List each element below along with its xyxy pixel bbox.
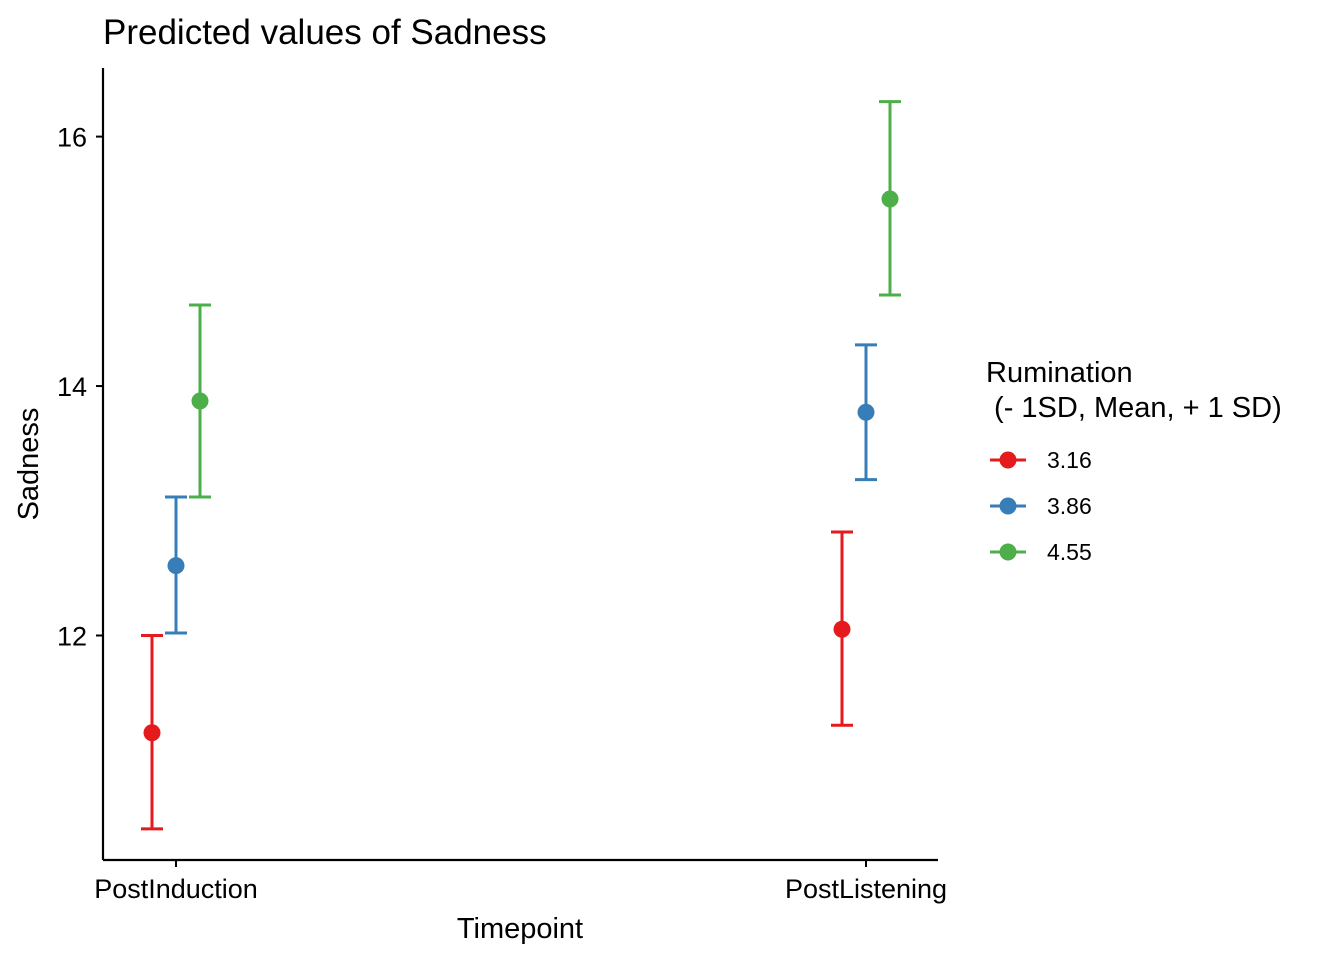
series-4.55 xyxy=(189,100,901,499)
data-point xyxy=(857,403,875,421)
legend-item-3.86: 3.86 xyxy=(990,493,1092,519)
y-tick-label: 16 xyxy=(57,123,87,153)
series-layer xyxy=(141,100,901,831)
x-tick-label: PostListening xyxy=(785,874,947,904)
legend: Rumination (- 1SD, Mean, + 1 SD) 3.16 3.8… xyxy=(986,357,1282,565)
x-ticks: PostInduction PostListening xyxy=(94,860,947,904)
legend-label: 3.16 xyxy=(1047,447,1092,473)
legend-title-line2: (- 1SD, Mean, + 1 SD) xyxy=(986,392,1282,424)
y-tick-label: 12 xyxy=(57,621,87,651)
y-tick-label: 14 xyxy=(57,372,87,402)
legend-key-point xyxy=(999,543,1017,561)
plot-area: 12 14 16 PostInduction PostListening xyxy=(57,68,947,904)
legend-key-point xyxy=(999,497,1017,515)
data-point xyxy=(833,620,851,638)
legend-items: 3.16 3.86 4.55 xyxy=(990,447,1092,565)
data-point xyxy=(143,724,161,742)
series-3.86 xyxy=(165,343,877,635)
legend-item-4.55: 4.55 xyxy=(990,539,1092,565)
legend-title-line1: Rumination xyxy=(986,357,1133,389)
legend-key-point xyxy=(999,451,1017,469)
x-tick-label: PostInduction xyxy=(94,874,258,904)
data-point xyxy=(881,190,899,208)
chart-title: Predicted values of Sadness xyxy=(103,13,547,52)
legend-label: 4.55 xyxy=(1047,539,1092,565)
y-ticks: 12 14 16 xyxy=(57,123,103,651)
series-3.16 xyxy=(141,530,853,831)
data-point xyxy=(167,557,185,575)
legend-item-3.16: 3.16 xyxy=(990,447,1092,473)
y-axis-title: Sadness xyxy=(13,408,45,521)
legend-label: 3.86 xyxy=(1047,493,1092,519)
x-axis-title: Timepoint xyxy=(457,913,583,945)
data-point xyxy=(191,392,209,410)
